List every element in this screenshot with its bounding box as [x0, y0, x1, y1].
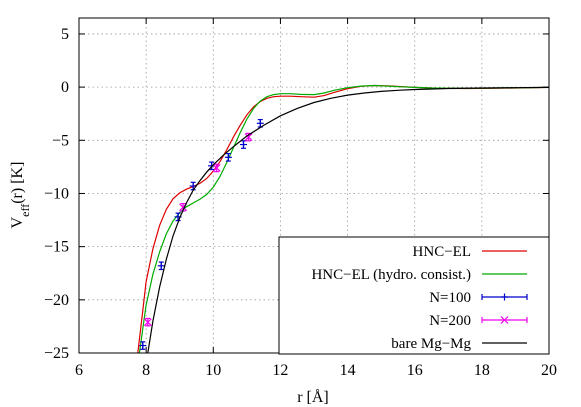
x-tick-label: 20: [541, 362, 557, 379]
y-tick-label: 5: [61, 26, 69, 43]
plot-series: [137, 84, 550, 354]
legend-label: HNC−EL (hydro. consist.): [311, 267, 471, 283]
data-point-marker: [500, 316, 509, 324]
series-4: [147, 86, 550, 354]
x-tick-label: 16: [407, 362, 423, 379]
series-2: [139, 118, 264, 350]
x-tick-label: 12: [272, 362, 288, 379]
x-tick-label: 10: [205, 362, 221, 379]
y-tick-label: −20: [44, 292, 69, 309]
y-tick-label: −10: [44, 185, 69, 202]
y-tick-label: 0: [61, 79, 69, 96]
x-tick-label: 18: [474, 362, 490, 379]
legend: HNC−EL HNC−EL (hydro. consist.) N=100 N=200…: [278, 236, 550, 355]
legend-label: bare Mg−Mg: [391, 336, 471, 352]
legend-label: N=200: [429, 313, 471, 329]
y-axis-title: Veff(r) [K]: [9, 162, 32, 229]
data-point-marker: [244, 133, 253, 142]
y-axis-title-sub: eff: [18, 204, 32, 217]
axis-ticks: 6 8 10 12 14 16 18 20 5 0 −5 −10 −15 −20 −25: [44, 18, 557, 379]
data-point-marker: [143, 318, 152, 327]
legend-label: HNC−EL: [413, 244, 471, 260]
series-3: [143, 132, 253, 327]
series-line: [147, 86, 550, 354]
x-tick-label: 6: [75, 362, 83, 379]
x-tick-label: 8: [142, 362, 150, 379]
x-axis-title: r [Å]: [297, 388, 329, 406]
x-tick-label: 14: [340, 362, 356, 379]
legend-label: N=100: [429, 290, 471, 306]
y-axis-title-main: V: [9, 216, 26, 228]
y-axis-title-rest: (r) [K]: [9, 162, 26, 204]
data-point-marker: [212, 164, 221, 172]
y-tick-label: −25: [44, 345, 69, 362]
y-tick-label: −15: [44, 239, 69, 256]
y-tick-label: −5: [52, 132, 69, 149]
